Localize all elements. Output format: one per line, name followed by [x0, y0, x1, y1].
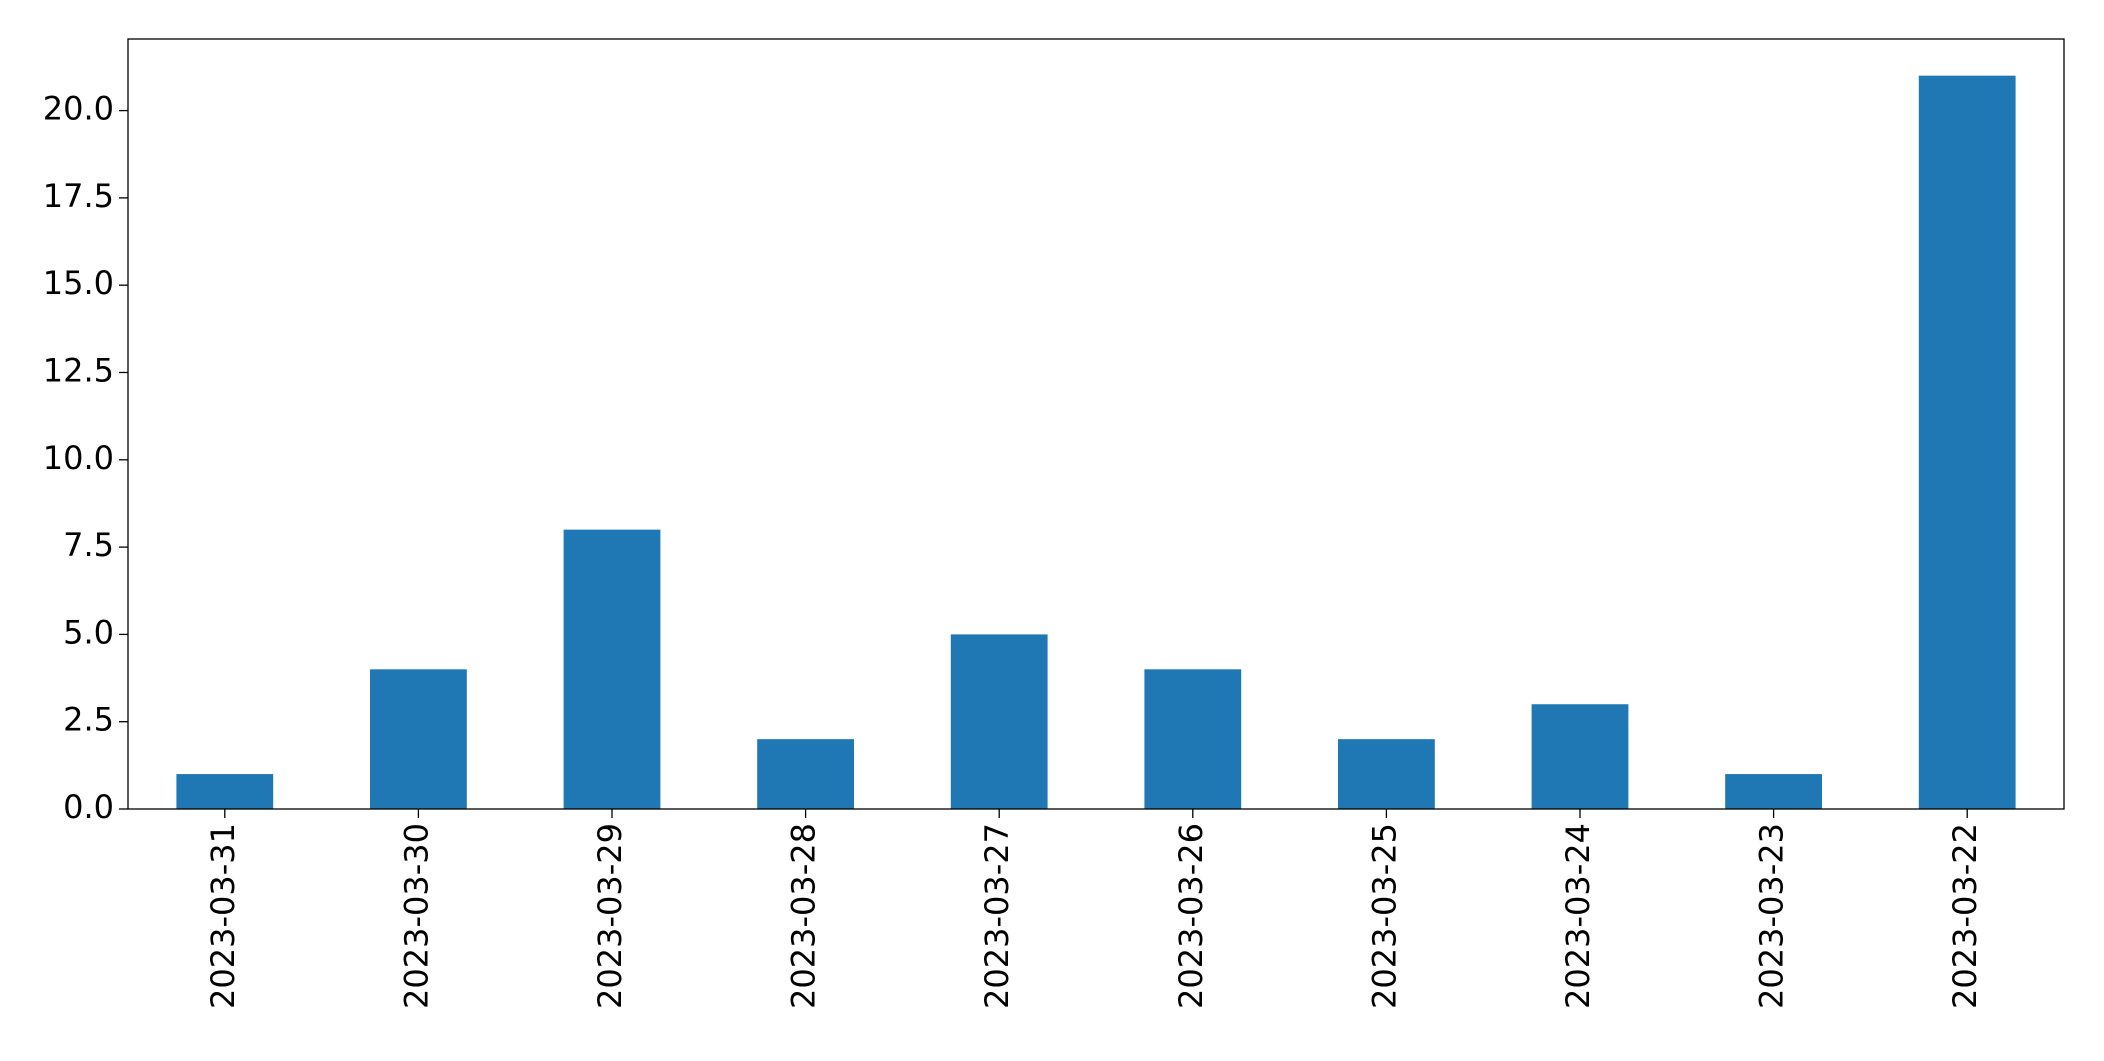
bar	[563, 529, 661, 809]
bar	[370, 669, 467, 809]
x-tick-label: 2023-03-26	[1172, 823, 1210, 1009]
x-tick-label: 2023-03-29	[591, 823, 629, 1009]
x-tick-label: 2023-03-30	[397, 823, 435, 1009]
x-tick-label: 2023-03-22	[1946, 823, 1984, 1009]
bar	[757, 739, 854, 809]
x-tick-label: 2023-03-31	[204, 823, 242, 1009]
y-tick-label: 10.0	[43, 439, 114, 477]
bar	[1918, 75, 2016, 809]
bar	[1338, 739, 1435, 809]
y-tick-label: 2.5	[63, 701, 114, 739]
y-tick-label: 0.0	[63, 788, 114, 826]
bar	[1725, 774, 1822, 809]
x-tick-label: 2023-03-23	[1753, 823, 1791, 1009]
x-tick-label: 2023-03-25	[1365, 823, 1403, 1009]
y-tick-label: 7.5	[63, 526, 114, 564]
y-tick-label: 17.5	[43, 177, 114, 215]
bar	[176, 774, 274, 809]
y-tick-label: 20.0	[43, 90, 114, 128]
y-tick-label: 5.0	[63, 613, 114, 651]
bar	[1144, 669, 1242, 809]
bar	[1531, 704, 1629, 809]
x-tick-label: 2023-03-28	[785, 823, 823, 1009]
axes-frame	[127, 38, 2065, 810]
x-tick-label: 2023-03-27	[978, 823, 1016, 1009]
y-tick-label: 12.5	[43, 351, 114, 389]
bar	[950, 634, 1048, 809]
y-tick-label: 15.0	[43, 264, 114, 302]
x-tick-label: 2023-03-24	[1559, 823, 1597, 1009]
